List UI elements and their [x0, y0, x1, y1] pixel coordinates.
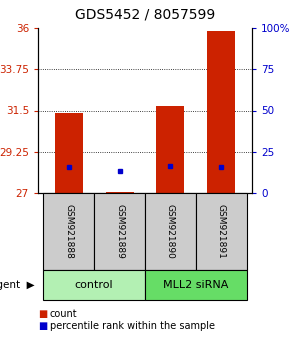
Bar: [157, 107, 184, 193]
Bar: [196, 193, 247, 270]
Bar: [145, 270, 247, 300]
Bar: [43, 270, 145, 300]
Text: GDS5452 / 8057599: GDS5452 / 8057599: [75, 8, 215, 22]
Text: ■: ■: [38, 321, 47, 331]
Text: GSM921888: GSM921888: [64, 204, 73, 259]
Bar: [207, 31, 235, 193]
Text: count: count: [50, 309, 78, 319]
Bar: [55, 113, 83, 193]
Text: percentile rank within the sample: percentile rank within the sample: [50, 321, 215, 331]
Text: ■: ■: [38, 309, 47, 319]
Text: GSM921890: GSM921890: [166, 204, 175, 259]
Bar: [94, 193, 145, 270]
Text: MLL2 siRNA: MLL2 siRNA: [163, 280, 229, 290]
Text: agent  ▶: agent ▶: [0, 280, 35, 290]
Text: control: control: [75, 280, 113, 290]
Text: GSM921889: GSM921889: [115, 204, 124, 259]
Text: GSM921891: GSM921891: [217, 204, 226, 259]
Bar: [106, 192, 133, 193]
Bar: [43, 193, 94, 270]
Bar: [145, 193, 196, 270]
